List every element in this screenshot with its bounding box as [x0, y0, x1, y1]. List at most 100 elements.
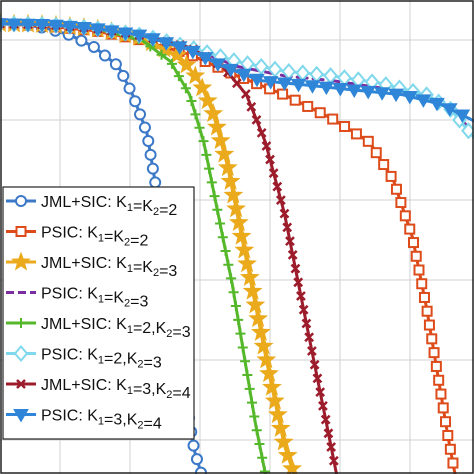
series-0-point-17	[146, 162, 159, 175]
series-6-point-24	[265, 154, 275, 165]
series-7-point-8	[103, 25, 120, 39]
series-4-point-26	[217, 232, 228, 243]
series-0-point-10	[117, 69, 130, 82]
legend-label-6: JML+SIC: K1=3,K2=4	[41, 377, 191, 402]
series-6-point-42	[318, 400, 328, 411]
series-7-point-15	[197, 52, 214, 66]
legend-entry-1: PSIC: K1=K2=2	[6, 225, 149, 250]
series-7-point-10	[131, 29, 148, 44]
series-2-point-24	[223, 184, 244, 204]
series-2-point-44	[282, 458, 303, 474]
series-7-point-13	[171, 41, 188, 55]
series-6-point-36	[301, 318, 312, 329]
series-6-point-38	[307, 346, 317, 356]
series-4-point-35	[240, 356, 251, 367]
series-1-point-41	[421, 305, 433, 317]
series-1-point-37	[410, 250, 422, 262]
series-4-point-17	[190, 109, 201, 120]
series-4-point-42	[257, 452, 268, 463]
series-4-point-15	[180, 83, 191, 94]
series-6-point-30	[285, 236, 295, 247]
series-6-point-28	[279, 208, 290, 219]
series-4-point-13	[166, 58, 177, 69]
series-6-point-27	[275, 195, 286, 206]
series-4-point-25	[215, 218, 226, 229]
series-7-point-33	[441, 103, 458, 117]
series-2-point-13	[166, 44, 187, 64]
series-0-point-38	[190, 453, 203, 466]
series-1-point-36	[408, 237, 420, 249]
legend-label-4: JML+SIC: K1=2,K2=3	[41, 316, 191, 341]
series-7-point-17	[222, 63, 239, 78]
series-6-point-21	[251, 114, 262, 125]
series-2-point-35	[253, 335, 274, 355]
series-6-point-29	[282, 222, 293, 233]
series-2-point-27	[231, 225, 252, 245]
series-7-point-11	[144, 33, 161, 47]
series-1-point-44	[428, 347, 440, 359]
legend-marker-5	[13, 344, 29, 363]
series-1-point-26	[339, 120, 351, 132]
series-0-point-18	[149, 176, 162, 189]
series-4-point-27	[220, 245, 231, 256]
series-7-point-5	[62, 20, 78, 35]
series-7-point-12	[158, 37, 175, 51]
series-4-point-22	[206, 177, 217, 188]
series-4-point-38	[246, 397, 257, 408]
series-1-point-22	[289, 94, 301, 106]
legend-label-2: JML+SIC: K1=K2=3	[41, 255, 177, 280]
series-1-point-29	[370, 147, 382, 159]
series-1-point-42	[423, 319, 435, 331]
series-1-point-28	[362, 135, 374, 147]
legend: JML+SIC: K1=K2=2 PSIC: K1=K2=2 JML+SIC: K1…	[2, 186, 195, 440]
series-0-point-13	[134, 108, 147, 121]
legend-entry-4: JML+SIC: K1=2,K2=3	[6, 316, 191, 341]
series-7-point-27	[360, 85, 377, 100]
series-7-point-3	[34, 18, 50, 33]
series-1-point-46	[433, 374, 445, 386]
series-4-point-19	[198, 136, 209, 147]
series-7-point-22	[290, 78, 307, 93]
legend-marker-6	[16, 379, 26, 389]
series-6-point-32	[290, 263, 301, 274]
series-7-point-25	[332, 83, 349, 97]
series-4-point-39	[249, 411, 260, 422]
series-7-point-23	[304, 80, 321, 94]
series-6-point-40	[312, 373, 323, 384]
series-4-point-41	[254, 439, 265, 450]
legend-label-7: PSIC: K1=3,K2=4	[41, 408, 162, 433]
series-6-point-19	[240, 89, 251, 99]
series-2-point-25	[226, 198, 246, 218]
series-2-point-16	[192, 77, 213, 97]
series-4-point-40	[251, 425, 262, 436]
legend-entry-7: PSIC: K1=3,K2=4	[6, 408, 162, 433]
legend-label-0: JML+SIC: K1=K2=2	[41, 194, 177, 219]
series-7-point-1	[6, 18, 22, 32]
series-2-point-38	[262, 376, 282, 396]
series-4-point-24	[212, 204, 223, 215]
series-1-point-45	[430, 360, 442, 372]
series-2-point-12	[154, 38, 175, 58]
series-6-point-20	[246, 101, 257, 112]
series-1-point-32	[390, 183, 402, 195]
series-4-point-20	[201, 149, 212, 160]
series-2	[0, 13, 303, 474]
series-4-point-34	[237, 342, 248, 353]
series-4-point-37	[244, 383, 255, 394]
series-1-point-31	[385, 170, 397, 182]
series-2-point-19	[207, 116, 227, 136]
series-4-point-30	[228, 287, 239, 298]
series-1-point-25	[327, 113, 339, 125]
series-2-point-18	[203, 103, 224, 123]
series-0-point-6	[75, 34, 88, 47]
series-4-point-28	[223, 259, 234, 270]
legend-marker-2	[11, 251, 31, 271]
series-1-point-27	[350, 128, 362, 140]
series-1-point-40	[418, 291, 430, 303]
legend-entry-2: JML+SIC: K1=K2=3	[6, 251, 177, 280]
series-6-point-46	[328, 455, 339, 466]
series-6-point-26	[272, 181, 283, 192]
series-2-point-32	[245, 294, 266, 314]
series-0-point-12	[129, 95, 142, 108]
legend-box	[2, 186, 195, 440]
